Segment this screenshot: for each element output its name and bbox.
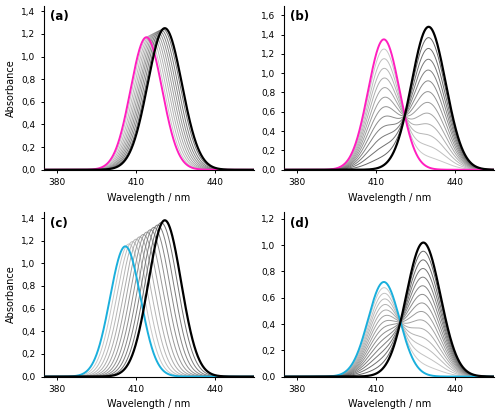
X-axis label: Wavelength / nm: Wavelength / nm	[348, 193, 431, 203]
Text: (a): (a)	[50, 10, 69, 24]
X-axis label: Wavelength / nm: Wavelength / nm	[348, 400, 431, 410]
Text: (d): (d)	[290, 217, 310, 230]
X-axis label: Wavelength / nm: Wavelength / nm	[108, 193, 190, 203]
Text: (b): (b)	[290, 10, 310, 24]
X-axis label: Wavelength / nm: Wavelength / nm	[108, 400, 190, 410]
Y-axis label: Absorbance: Absorbance	[6, 266, 16, 323]
Text: (c): (c)	[50, 217, 68, 230]
Y-axis label: Absorbance: Absorbance	[6, 59, 16, 117]
